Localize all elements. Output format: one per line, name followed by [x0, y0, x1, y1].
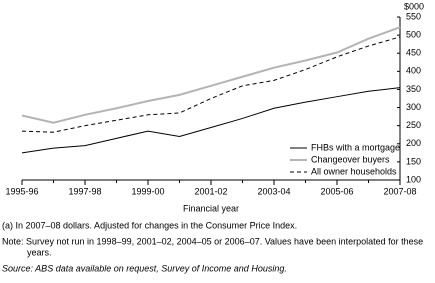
x-axis-title: Financial year: [183, 203, 239, 213]
x-tick-label: 2007-08: [383, 186, 416, 196]
line-series: [21, 26, 401, 124]
legend-label: FHBs with a mortgage: [311, 142, 400, 152]
y-tick-label: 550: [406, 11, 421, 21]
note: (a) In 2007–08 dollars. Adjusted for cha…: [2, 220, 297, 230]
note: Source: ABS data available on request, S…: [2, 263, 287, 273]
y-tick-label: 250: [406, 120, 421, 130]
y-tick-label: 500: [406, 29, 421, 39]
note: years.: [27, 247, 52, 257]
y-tick-label: 400: [406, 66, 421, 76]
x-tick-label: 2005-06: [320, 186, 353, 196]
y-tick-label: 100: [406, 174, 421, 184]
y-tick-label: 300: [406, 102, 421, 112]
x-tick-label: 1999-00: [131, 186, 164, 196]
x-tick-label: 1997-98: [68, 186, 101, 196]
legend-label: Changeover buyers: [311, 154, 390, 164]
line-series: [21, 36, 401, 133]
x-tick-label: 2001-02: [194, 186, 227, 196]
y-tick-label: 150: [406, 156, 421, 166]
y-unit: $000: [404, 1, 424, 11]
x-tick-label: 1995-96: [5, 186, 38, 196]
x-tick-label: 2003-04: [257, 186, 290, 196]
y-tick-label: 350: [406, 84, 421, 94]
line-series: [21, 87, 401, 154]
y-tick-label: 200: [406, 138, 421, 148]
note: Note: Survey not run in 1998–99, 2001–02…: [2, 236, 423, 246]
y-tick-label: 450: [406, 48, 421, 58]
legend-label: All owner households: [311, 166, 397, 176]
